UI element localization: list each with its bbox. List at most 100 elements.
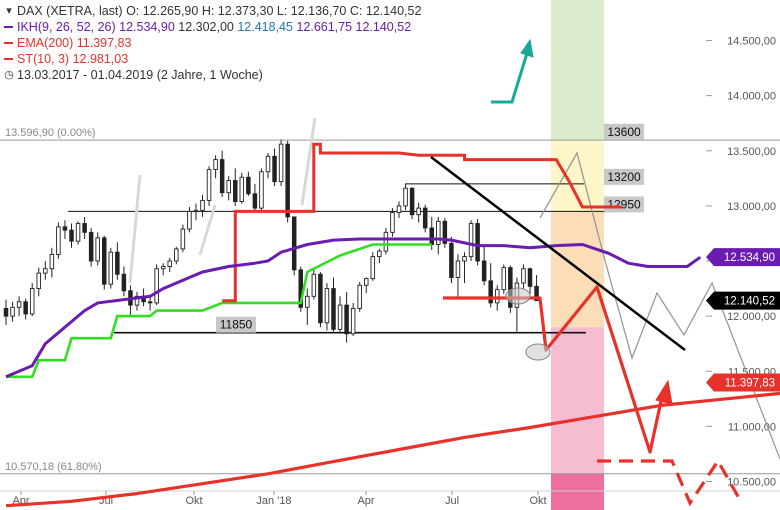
candle-down	[508, 267, 513, 308]
marker-circle-support	[505, 287, 531, 305]
candle-down	[23, 301, 28, 315]
level-label-11850-box	[216, 316, 256, 333]
candle-down	[488, 280, 493, 304]
candle-down	[534, 285, 539, 302]
ikh-value-5: 12.140,52	[355, 20, 412, 34]
candle-up	[213, 159, 218, 170]
candle-down	[252, 193, 258, 209]
candle-up	[10, 306, 15, 317]
candle-up	[396, 205, 402, 213]
candle-up	[43, 268, 48, 274]
candle-up	[521, 268, 526, 284]
candle-up	[311, 273, 317, 297]
ikh-value-1: 12.534,90	[119, 20, 175, 34]
candle-up	[383, 231, 389, 252]
fib-label-top: 13.596,90 (0.00%)	[5, 127, 96, 139]
y-tick-label: 13.500,00	[727, 146, 776, 158]
candle-up	[95, 237, 100, 262]
candle-down	[101, 237, 107, 285]
price-tag-label: 12.140,52	[724, 296, 775, 308]
candle-down	[318, 273, 323, 324]
candle-down	[422, 207, 428, 229]
candle-up	[357, 284, 362, 309]
candle-down	[82, 223, 87, 233]
x-tick-label: Jul	[445, 495, 459, 507]
y-tick-label: 12.000,00	[727, 311, 776, 323]
price-tag-label: 11.397,83	[725, 378, 775, 390]
ikh-value-4: 12.661,75	[296, 20, 353, 34]
candle-up	[16, 301, 22, 308]
legend-symbol: ▾ DAX (XETRA, last) O: 12.265,90 H: 12.3…	[4, 3, 421, 19]
candle-up	[180, 228, 186, 250]
candle-up	[377, 250, 382, 258]
candle-up	[436, 220, 441, 245]
candle-up	[239, 176, 245, 202]
candle-down	[527, 268, 533, 287]
marker-circle-ema	[525, 343, 551, 361]
candle-down	[429, 227, 435, 245]
level-label-13200-box	[604, 168, 644, 185]
price-tag-bg	[706, 291, 780, 310]
candle-up	[390, 212, 395, 233]
level-label-12950: 12950	[607, 197, 641, 211]
level-label-11850: 11850	[220, 318, 253, 332]
candle-up	[370, 256, 376, 280]
period-range: 13.03.2017 - 01.04.2019	[17, 68, 154, 82]
candle-down	[409, 187, 415, 216]
x-tick-label: Jan '18	[256, 495, 291, 507]
st-label: ST(10, 3)	[17, 52, 70, 66]
st-value: 12.981,03	[72, 52, 129, 66]
candle-up	[206, 169, 212, 201]
price-tag-label: 12.534,90	[724, 252, 775, 264]
ikh-value-3: 12.418,45	[237, 20, 293, 34]
y-tick-label: 10.500,00	[727, 476, 776, 488]
candle-down	[121, 273, 127, 292]
supertrend-up-line	[6, 243, 432, 379]
candle-up	[200, 199, 205, 211]
candle-up	[495, 289, 500, 304]
candle-up	[455, 260, 461, 278]
candle-up	[108, 251, 114, 285]
legend-st: ST(10, 3) 12.981,03	[4, 51, 421, 67]
y-tick-label: 11.000,00	[728, 421, 776, 433]
candle-down	[291, 216, 297, 271]
zone-target-green	[551, 0, 604, 140]
legend-ikh: IKH(9, 26, 52, 26) 12.534,90 12.302,00 1…	[4, 19, 421, 35]
candle-up	[350, 307, 356, 335]
candle-down	[331, 288, 336, 330]
candle-down	[115, 251, 120, 275]
candle-up	[337, 304, 343, 330]
candle-up	[134, 295, 140, 306]
dropdown-icon[interactable]: ▾	[6, 5, 12, 17]
arrow-up-teal-icon	[520, 38, 534, 58]
ema-swatch	[4, 42, 13, 44]
candle-down	[88, 231, 94, 262]
candle-down	[147, 301, 153, 304]
arrow-up-teal-path	[491, 49, 530, 104]
candle-down	[344, 304, 349, 335]
ema-value: 11.397,83	[76, 36, 132, 50]
symbol-label: DAX (XETRA, last)	[17, 4, 123, 18]
candle-down	[481, 260, 487, 282]
fib-label-618: 10.570,18 (61.80%)	[5, 461, 102, 473]
candle-up	[403, 187, 408, 207]
candle-up	[462, 256, 467, 262]
candle-up	[36, 272, 42, 290]
candle-down	[449, 242, 454, 278]
candle-up	[187, 210, 192, 230]
candle-up	[265, 155, 271, 173]
candle-down	[62, 226, 68, 231]
ikh-label: IKH(9, 26, 52, 26)	[17, 20, 116, 34]
ohlc-values: O: 12.265,90 H: 12.373,30 L: 12.136,70 C…	[126, 4, 422, 18]
clock-icon: ◷	[4, 69, 14, 81]
candle-down	[3, 307, 9, 317]
price-tag-bg	[706, 248, 780, 267]
candle-up	[174, 248, 179, 262]
candle-down	[232, 180, 238, 202]
candle-up	[160, 266, 166, 270]
x-tick-label: Apr	[357, 495, 374, 507]
ikh-value-2: 12.302,00	[178, 20, 234, 34]
candle-up	[278, 143, 284, 183]
candle-up	[468, 223, 474, 258]
